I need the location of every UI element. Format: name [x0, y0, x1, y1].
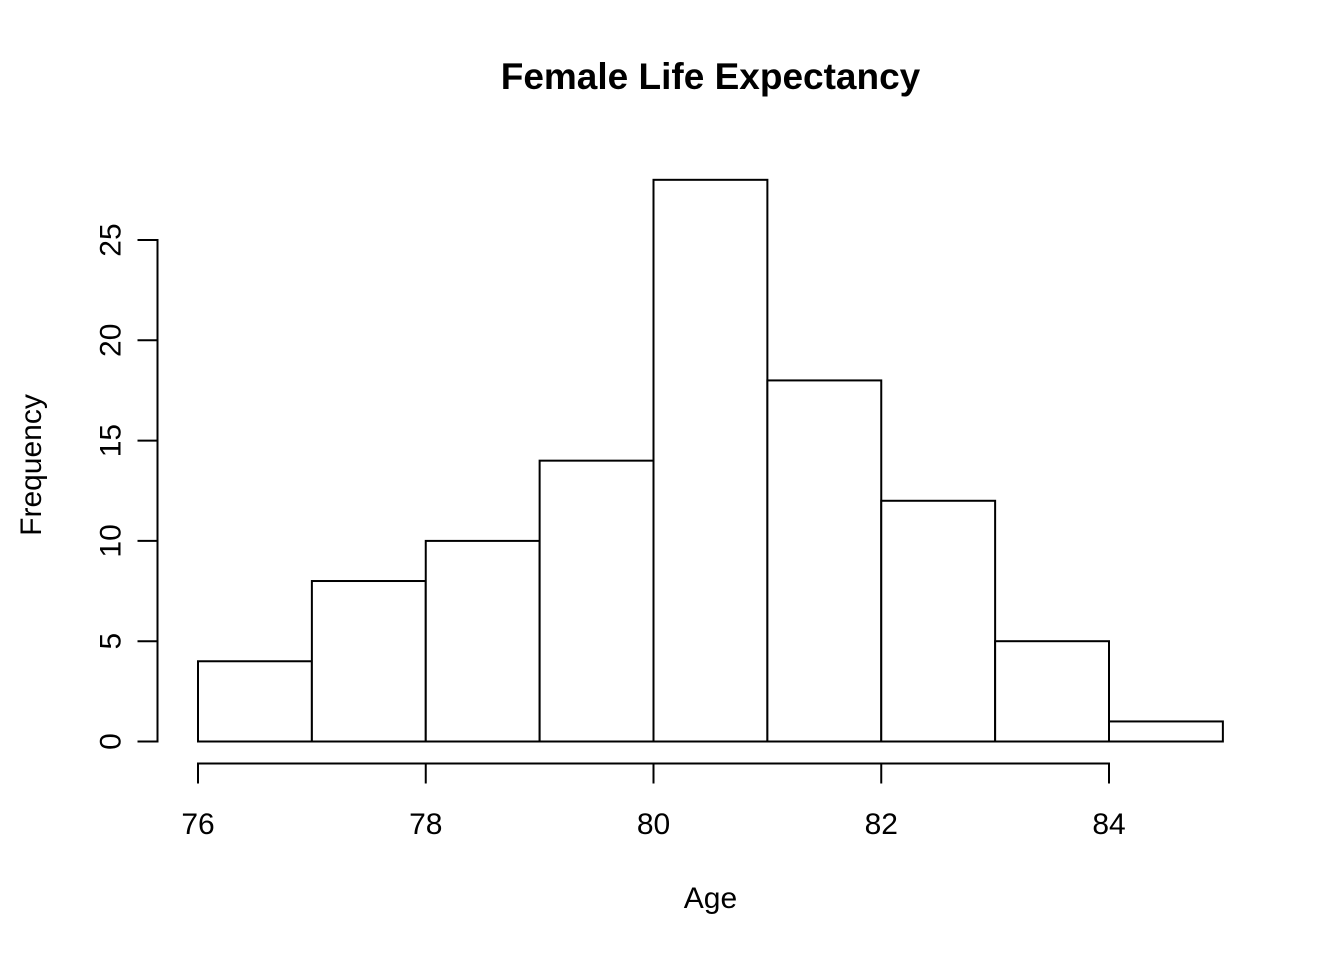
histogram-bar — [994, 640, 1110, 743]
y-tick-label: 20 — [95, 324, 128, 357]
y-tick-label: 0 — [95, 733, 128, 750]
histogram-bar — [310, 580, 427, 743]
y-tick-label: 10 — [95, 524, 128, 557]
histogram-bar — [197, 660, 313, 743]
y-tick-label: 5 — [95, 633, 128, 650]
histogram-bar — [1108, 720, 1224, 743]
x-tick-label: 80 — [637, 808, 670, 841]
x-tick-label: 82 — [865, 808, 898, 841]
x-tick-label: 76 — [181, 808, 214, 841]
y-tick-label: 25 — [95, 223, 128, 256]
histogram-bar — [652, 178, 769, 743]
chart-title: Female Life Expectancy — [500, 56, 921, 97]
histogram-bar — [538, 459, 655, 743]
histogram-bar — [424, 539, 541, 743]
x-tick-label: 78 — [409, 808, 442, 841]
histogram-bar — [880, 499, 997, 743]
y-tick-label: 15 — [95, 424, 128, 457]
x-tick-label: 84 — [1092, 808, 1125, 841]
x-axis-label: Age — [683, 882, 738, 915]
histogram-bar — [766, 379, 883, 743]
